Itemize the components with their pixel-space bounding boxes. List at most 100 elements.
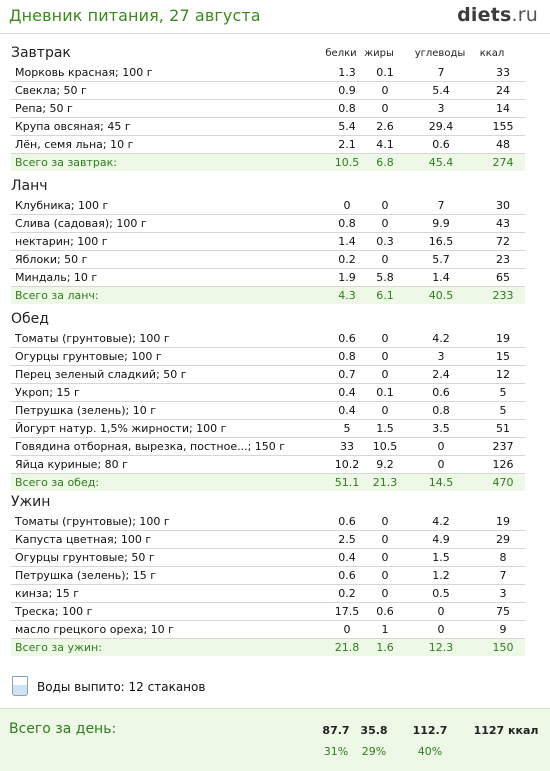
value-fat: 2.6 [376, 120, 394, 134]
food-row[interactable]: Укроп; 15 г 0.4 0.1 0.6 5 [11, 384, 525, 403]
food-row[interactable]: Лён, семя льна; 10 г 2.1 4.1 0.6 48 [11, 136, 525, 155]
value-fat: 0 [381, 587, 389, 601]
value-protein: 17.5 [334, 605, 360, 619]
value-protein: 0.2 [338, 587, 356, 601]
value-kcal: 19 [496, 515, 510, 528]
value-protein: 1.4 [338, 235, 356, 249]
day-protein-percent: 31% [323, 745, 349, 758]
food-row[interactable]: Крупа овсяная; 45 г 5.4 2.6 29.4 155 [11, 118, 525, 137]
food-name: Миндаль; 10 г [15, 271, 98, 285]
value-kcal: 33 [496, 66, 510, 79]
food-row[interactable]: Огурцы грунтовые; 50 г 0.4 0 1.5 8 [11, 549, 525, 568]
value-protein: 33 [340, 440, 354, 454]
food-row[interactable]: Петрушка (зелень); 10 г 0.4 0 0.8 5 [11, 402, 525, 421]
food-row[interactable]: Яйца куриные; 80 г 10.2 9.2 0 126 [11, 456, 525, 475]
day-total-carbs: 112.7 [412, 724, 448, 737]
food-row[interactable]: Огурцы грунтовые; 100 г 0.8 0 3 15 [11, 348, 525, 367]
day-total-kcal: 1127 ккал [473, 724, 539, 737]
value-kcal: 24 [496, 84, 510, 98]
food-row[interactable]: Петрушка (зелень); 15 г 0.6 0 1.2 7 [11, 567, 525, 586]
value-kcal: 3 [499, 587, 507, 601]
value-carbs: 0 [437, 605, 445, 619]
value-carbs: 45.4 [428, 156, 454, 170]
value-protein: 1.9 [338, 271, 356, 285]
value-kcal: 470 [492, 476, 514, 490]
meal-title: Обед [11, 311, 49, 327]
column-headers: белки жиры углеводы ккал [0, 48, 550, 62]
value-kcal: 29 [496, 533, 510, 547]
water-glass-icon [12, 676, 28, 696]
food-row[interactable]: Томаты (грунтовые); 100 г 0.6 0 4.2 19 [11, 513, 525, 531]
value-fat: 1.6 [376, 641, 394, 655]
food-row[interactable]: Говядина отборная, вырезка, постное...; … [11, 438, 525, 457]
value-kcal: 30 [496, 199, 510, 212]
value-kcal: 75 [496, 605, 510, 619]
value-carbs: 4.2 [432, 332, 450, 345]
value-kcal: 5 [499, 404, 507, 418]
value-fat: 0 [381, 199, 389, 212]
value-carbs: 5.7 [432, 253, 450, 267]
value-protein: 0.6 [338, 569, 356, 583]
food-name: Петрушка (зелень); 10 г [15, 404, 157, 418]
day-total-panel: Всего за день: 87.7 35.8 112.7 1127 ккал… [0, 708, 550, 771]
food-name: Клубника; 100 г [15, 199, 109, 212]
value-fat: 10.5 [372, 440, 398, 454]
value-protein: 10.2 [334, 458, 360, 472]
value-carbs: 0 [437, 458, 445, 472]
food-row[interactable]: нектарин; 100 г 1.4 0.3 16.5 72 [11, 233, 525, 252]
value-fat: 0.1 [376, 66, 394, 79]
food-row[interactable]: Миндаль; 10 г 1.9 5.8 1.4 65 [11, 269, 525, 288]
value-carbs: 0.8 [432, 404, 450, 418]
site-logo[interactable]: diets.ru [457, 4, 538, 26]
meal-title: Ужин [11, 494, 51, 510]
column-header-carbs: углеводы [414, 48, 466, 59]
value-protein: 10.5 [334, 156, 360, 170]
value-fat: 0 [381, 217, 389, 231]
food-name: Слива (садовая); 100 г [15, 217, 147, 231]
value-protein: 0.4 [338, 551, 356, 565]
food-row[interactable]: Свекла; 50 г 0.9 0 5.4 24 [11, 82, 525, 101]
value-protein: 51.1 [334, 476, 360, 490]
meal-total-row: Всего за ужин: 21.8 1.6 12.3 150 [11, 639, 525, 657]
meal-total-row: Всего за завтрак: 10.5 6.8 45.4 274 [11, 154, 525, 172]
value-kcal: 51 [496, 422, 510, 436]
value-carbs: 12.3 [428, 641, 454, 655]
food-name: Треска; 100 г [15, 605, 93, 619]
day-fat-percent: 29% [361, 745, 387, 758]
food-row[interactable]: Томаты (грунтовые); 100 г 0.6 0 4.2 19 [11, 330, 525, 348]
value-fat: 0 [381, 350, 389, 364]
food-row[interactable]: кинза; 15 г 0.2 0 0.5 3 [11, 585, 525, 604]
value-carbs: 40.5 [428, 289, 454, 303]
food-row[interactable]: Перец зеленый сладкий; 50 г 0.7 0 2.4 12 [11, 366, 525, 385]
value-kcal: 9 [499, 623, 507, 637]
value-kcal: 126 [492, 458, 514, 472]
value-carbs: 4.9 [432, 533, 450, 547]
food-row[interactable]: масло грецкого ореха; 10 г 0 1 0 9 [11, 621, 525, 640]
food-row[interactable]: Слива (садовая); 100 г 0.8 0 9.9 43 [11, 215, 525, 234]
value-protein: 0.8 [338, 350, 356, 364]
header-divider [0, 33, 550, 34]
value-protein: 0.6 [338, 332, 356, 345]
food-name: Огурцы грунтовые; 50 г [15, 551, 155, 565]
value-carbs: 0.5 [432, 587, 450, 601]
food-row[interactable]: Треска; 100 г 17.5 0.6 0 75 [11, 603, 525, 622]
food-row[interactable]: Морковь красная; 100 г 1.3 0.1 7 33 [11, 64, 525, 82]
food-row[interactable]: Йогурт натур. 1,5% жирности; 100 г 5 1.5 3.… [11, 420, 525, 439]
food-row[interactable]: Капуста цветная; 100 г 2.5 0 4.9 29 [11, 531, 525, 550]
value-protein: 0.4 [338, 386, 356, 400]
value-carbs: 14.5 [428, 476, 454, 490]
food-name: Перец зеленый сладкий; 50 г [15, 368, 187, 382]
food-row[interactable]: Клубника; 100 г 0 0 7 30 [11, 197, 525, 215]
food-row[interactable]: Яблоки; 50 г 0.2 0 5.7 23 [11, 251, 525, 270]
value-carbs: 3 [437, 102, 445, 116]
value-fat: 6.8 [376, 156, 394, 170]
value-carbs: 2.4 [432, 368, 450, 382]
value-fat: 0 [381, 253, 389, 267]
meal-title: Ланч [11, 178, 48, 194]
food-name: Морковь красная; 100 г [15, 66, 153, 79]
food-row[interactable]: Репа; 50 г 0.8 0 3 14 [11, 100, 525, 119]
value-kcal: 23 [496, 253, 510, 267]
value-carbs: 0.6 [432, 386, 450, 400]
value-protein: 0.6 [338, 515, 356, 528]
day-total-protein: 87.7 [322, 724, 350, 737]
